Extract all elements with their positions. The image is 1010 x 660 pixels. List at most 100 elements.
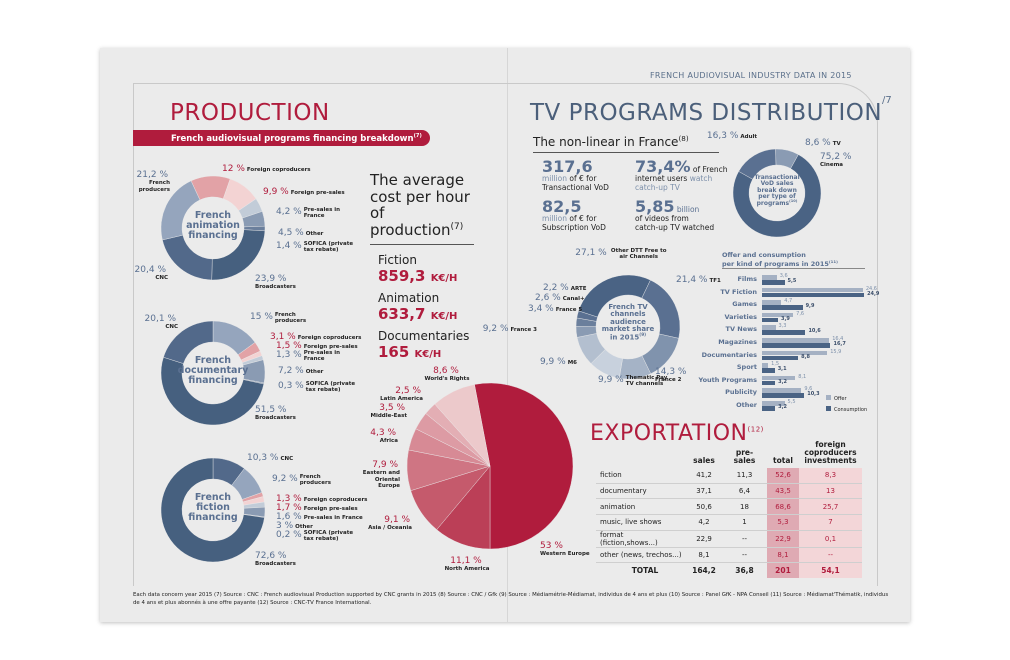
- slice-label: 3,4 % France 5: [528, 304, 583, 314]
- export-row: documentary 37,1 6,4 43,5 13: [596, 483, 862, 500]
- slice-label: 11,1 % North America: [444, 556, 490, 573]
- col-sales: sales: [693, 455, 715, 465]
- bar-value-label: 8,8: [801, 353, 810, 360]
- export-cell: 25,7: [799, 498, 862, 515]
- channels-donut-slice: [576, 310, 598, 322]
- slice-label: 21,2 % French producers: [136, 170, 170, 193]
- exportation-title: EXPORTATION(12): [590, 421, 764, 446]
- slice-label: 16,3 % Adult: [706, 131, 757, 141]
- exportation-table: sales pre-sales total foreign coproducer…: [596, 441, 862, 579]
- export-cell: 1: [722, 514, 767, 531]
- slice-label: 20,1 % CNC: [144, 314, 178, 331]
- bar-value-label: 7,6: [796, 310, 805, 317]
- bar-value-label: 8,1: [798, 373, 807, 380]
- export-cell: 22,9: [767, 530, 799, 548]
- slice-label: 8,6 % TV: [805, 138, 841, 148]
- export-cell: 37,1: [686, 483, 722, 500]
- donut-center-label: Transactional VoD sales break down per type…: [754, 174, 800, 208]
- slice-label: 72,6 % Broadcasters: [255, 551, 296, 568]
- slice-label: 1,5 % Foreign pre-sales: [276, 341, 358, 351]
- running-title: FRENCH AUDIOVISUAL INDUSTRY DATA IN 2015: [650, 71, 852, 80]
- slice-label: 14,3 % France 2: [655, 367, 687, 384]
- consumption-bar: [762, 355, 799, 361]
- cost-value-fiction: 859,3 K€/H: [378, 267, 458, 285]
- export-cell: animation: [596, 498, 686, 515]
- bar-value-label: 3,3: [778, 323, 787, 330]
- export-cell: 43,5: [767, 483, 799, 500]
- financing-donut-1-slice: [163, 320, 214, 364]
- slice-label: 1,3 % Foreign coproducers: [276, 494, 368, 504]
- export-row: other (news, trechos...) 8,1 -- 8,1 --: [596, 547, 862, 564]
- slice-label: 2,5 % Latin America: [380, 386, 423, 403]
- export-total-cell: 164,2: [686, 562, 722, 579]
- slice-label: 10,3 % CNC: [247, 453, 294, 463]
- export-pie-slice: [474, 382, 574, 550]
- financing-donut-1-slice: [160, 356, 265, 426]
- export-cell: 68,6: [767, 498, 799, 515]
- bar-value-label: 24,9: [867, 290, 880, 297]
- slice-label: 1,3 % Pre-sales in France: [276, 350, 341, 363]
- col-total: total: [773, 455, 793, 465]
- slice-label: 7,2 % Other: [278, 366, 324, 376]
- slice-label: 21,4 % TF1: [676, 275, 721, 285]
- financing-banner: French audiovisual programs financing br…: [133, 130, 430, 146]
- export-cell: 18: [722, 498, 767, 515]
- export-cell: 50,6: [686, 498, 722, 515]
- export-cell: 11,3: [722, 467, 767, 484]
- vod-donut-slice: [775, 148, 799, 169]
- bar-value-label: 9,6: [804, 386, 813, 393]
- export-cell: 8,1: [767, 547, 799, 564]
- bar-value-label: 3,6: [779, 273, 788, 279]
- bar-value-label: 4,7: [784, 298, 793, 305]
- export-total-cell: 54,1: [799, 562, 862, 579]
- offer-bar: [762, 287, 863, 293]
- offer-bar: [762, 350, 828, 356]
- financing-donut-0-slice: [162, 234, 213, 281]
- bar-category-label: Games: [732, 300, 757, 309]
- financing-donut-0-slice: [160, 180, 201, 241]
- legend-offer: Offer: [826, 394, 867, 405]
- offer-bar: [762, 300, 782, 305]
- production-title: PRODUCTION: [170, 100, 330, 126]
- slice-label: 9,2 % France 3: [482, 324, 537, 334]
- consumption-bar: [762, 330, 806, 335]
- consumption-bar: [762, 406, 776, 411]
- export-total-cell: TOTAL: [596, 562, 686, 579]
- export-cell: 5,3: [767, 514, 799, 531]
- bar-category-label: Other: [736, 401, 757, 409]
- slice-label: 4,2 % Pre-sales in France: [276, 207, 341, 220]
- bar-category-label: Sport: [736, 363, 757, 372]
- slice-label: 20,4 % CNC: [134, 265, 168, 282]
- slice-label: 15 % French producers: [250, 312, 307, 325]
- slice-label: 3,5 % Middle-East: [370, 403, 407, 420]
- slice-label: 0,3 % SOFICA (private tax rebate): [278, 381, 356, 394]
- slice-label: 9,9 % M6: [539, 357, 577, 367]
- bar-value-label: 1,5: [771, 361, 780, 368]
- slice-label: 53 % Western Europe: [540, 541, 590, 558]
- banner-text: French audiovisual programs financing br…: [171, 133, 414, 144]
- export-cell: --: [722, 530, 767, 548]
- bar-value-label: 15,9: [830, 348, 842, 355]
- slice-label: 9,9 % Foreign pre-sales: [263, 187, 345, 197]
- export-cell: other (news, trechos...): [596, 547, 686, 564]
- page-number: /7: [882, 95, 892, 106]
- slice-label: 2,2 % ARTE: [543, 283, 587, 293]
- bar-category-label: Films: [737, 275, 757, 283]
- offer-bar: [762, 363, 769, 368]
- cost-block: The average cost per hour of production(7)…: [370, 172, 480, 361]
- bar-category-label: Youth Programs: [698, 375, 757, 384]
- cost-label-animation: Animation: [378, 291, 440, 305]
- offer-bar: [762, 388, 802, 393]
- banner-note: (7): [413, 133, 422, 139]
- consumption-bar: [762, 393, 805, 398]
- bar-value-label: 3,9: [780, 315, 790, 322]
- export-cell: --: [722, 547, 767, 564]
- offer-bar: [762, 401, 785, 406]
- page-fold: [507, 48, 508, 622]
- export-cell: 8,3: [799, 467, 862, 484]
- export-cell: format (fiction,shows...): [596, 530, 686, 548]
- export-cell: 7: [799, 514, 862, 531]
- bar-category-label: Magazines: [718, 338, 757, 346]
- stat-tvod: 317,6 million of € for Transactional VoD: [542, 157, 609, 192]
- stat-catchup-videos: 5,85 billion of videos from catch-up TV w…: [635, 197, 715, 232]
